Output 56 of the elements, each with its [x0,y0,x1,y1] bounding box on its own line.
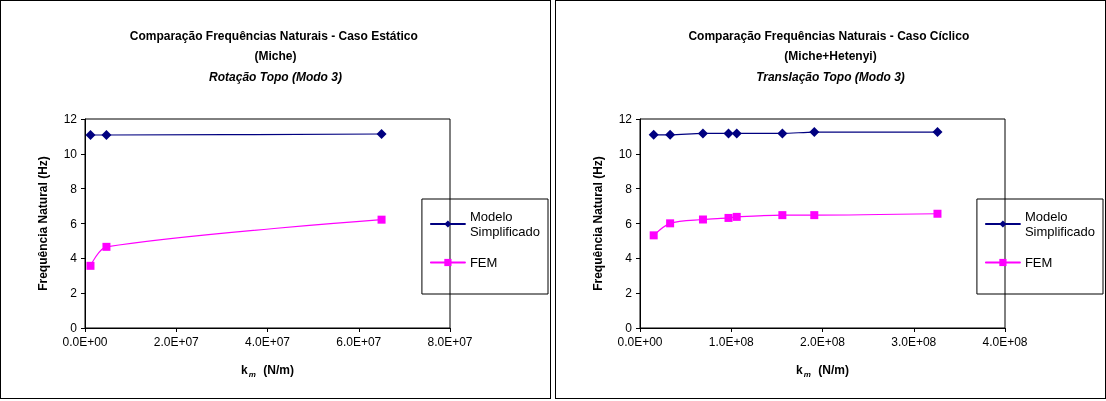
y-tick-label: 0 [625,321,633,335]
y-tick-label: 12 [618,112,633,126]
x-tick-label: 0.0E+00 [62,335,108,349]
point [85,130,96,141]
point [666,219,675,228]
y-tick-label: 0 [70,321,78,335]
point [102,242,111,251]
chart-subtitle: Rotação Topo (Modo 3) [209,70,342,84]
point [731,128,742,139]
point [649,231,658,240]
y-tick-label: 12 [63,112,78,126]
x-tick-label: 4.0E+08 [982,335,1028,349]
point [377,215,386,224]
chart-subtitle: Translação Topo (Modo 3) [756,70,905,84]
y-tick-label: 4 [70,251,78,266]
point [933,209,942,218]
y-tick-label: 6 [625,216,633,231]
y-axis-title: Frequência Natural (Hz) [591,156,605,291]
x-tick-label: 6.0E+07 [336,335,382,349]
x-tick-label: 8.0E+07 [427,335,473,349]
legend-label: FEM [1024,255,1053,270]
point [777,128,788,139]
point [723,128,734,139]
y-tick-label: 10 [63,146,78,161]
point [101,130,112,141]
legend-label: Modelo Simplificado [1024,209,1096,239]
point [665,129,676,140]
x-tick-label: 1.0E+08 [708,335,755,349]
point [732,212,741,221]
point [810,211,819,220]
point [809,127,820,138]
point [86,261,95,270]
y-tick-label: 2 [70,286,78,301]
point [648,129,659,140]
y-tick-label: 10 [618,146,633,161]
legend-label: Modelo Simplificado [469,209,541,239]
y-tick-label: 6 [70,216,78,231]
y-tick-label: 4 [625,251,633,266]
x-tick-label: 2.0E+07 [153,335,200,349]
point [697,128,708,139]
chart-title: Comparação Frequências Naturais - Caso Cíclico (Miche+Hetenyi) [688,29,973,63]
x-tick-label: 0.0E+00 [617,335,663,349]
y-tick-label: 2 [625,286,633,301]
point [724,213,733,222]
point [376,128,387,139]
point [698,215,707,224]
y-tick-label: 8 [70,181,78,196]
x-tick-label: 4.0E+07 [244,335,291,349]
y-axis-title: Frequência Natural (Hz) [36,156,50,291]
point [778,211,787,220]
x-tick-label: 3.0E+08 [891,335,937,349]
x-tick-label: 2.0E+08 [799,335,846,349]
point [932,127,943,138]
legend-label: FEM [469,255,498,270]
y-tick-label: 8 [625,181,633,196]
chart-title: Comparação Frequências Naturais - Caso Estático (Miche) [129,29,422,63]
